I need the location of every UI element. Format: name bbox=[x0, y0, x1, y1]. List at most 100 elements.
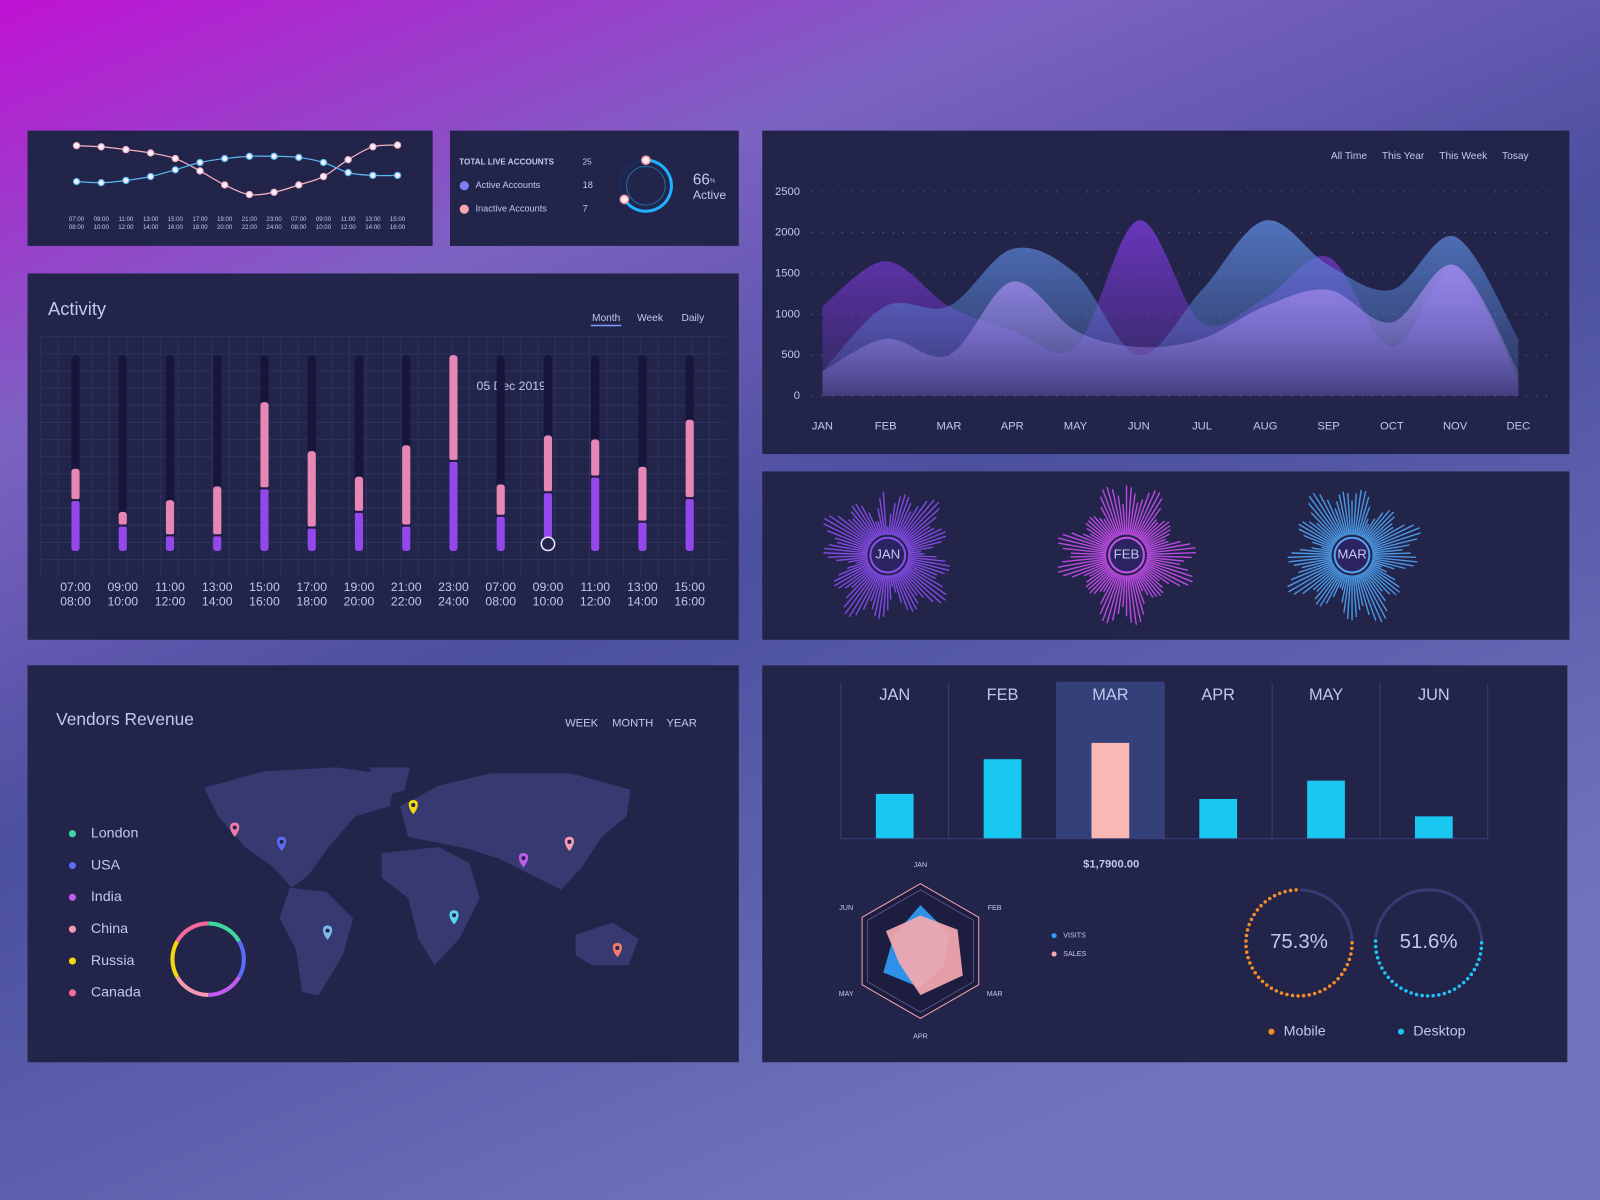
spike bbox=[1372, 544, 1410, 553]
spike bbox=[905, 564, 944, 588]
spike bbox=[1310, 512, 1339, 541]
tab[interactable]: Week bbox=[637, 313, 664, 324]
tab[interactable]: YEAR bbox=[666, 717, 697, 729]
x-tick-label: 15:00 bbox=[249, 580, 280, 594]
x-tick-label: 08:00 bbox=[485, 594, 516, 608]
bar-segment bbox=[685, 419, 694, 499]
spike bbox=[1370, 524, 1415, 547]
spike bbox=[1298, 560, 1333, 574]
spike bbox=[1367, 567, 1401, 593]
x-tick-label: 12:00 bbox=[341, 224, 357, 231]
legend-dot bbox=[68, 925, 77, 933]
spike bbox=[1127, 575, 1132, 623]
bar-segment bbox=[496, 515, 505, 552]
spike bbox=[1146, 540, 1181, 551]
spike bbox=[1089, 564, 1110, 577]
value: 7 bbox=[583, 204, 588, 214]
spike bbox=[1070, 555, 1107, 558]
x-tick-label: 24:00 bbox=[438, 594, 469, 608]
spike bbox=[1089, 569, 1113, 594]
axis-label: JUN bbox=[839, 904, 853, 912]
legend-label: Mobile bbox=[1284, 1023, 1326, 1039]
x-tick-label: 20:00 bbox=[344, 594, 375, 608]
hub bbox=[1108, 536, 1145, 574]
spike bbox=[896, 572, 918, 610]
spike bbox=[1146, 543, 1191, 553]
spike bbox=[1130, 502, 1139, 536]
point bbox=[393, 171, 402, 180]
point bbox=[344, 168, 352, 177]
spike bbox=[901, 569, 934, 603]
spike bbox=[1308, 521, 1337, 544]
spike bbox=[827, 530, 870, 549]
spike bbox=[1132, 574, 1145, 604]
spike bbox=[907, 540, 942, 551]
spike bbox=[900, 499, 935, 540]
x-tick-label: 09:00 bbox=[533, 580, 564, 594]
spike bbox=[1071, 532, 1108, 549]
tab[interactable]: All Time bbox=[1331, 151, 1368, 162]
legend-label: Active Accounts bbox=[476, 180, 541, 190]
x-tick-label: 11:00 bbox=[155, 580, 185, 594]
bar-segment bbox=[71, 500, 80, 552]
bar-segment bbox=[307, 527, 316, 552]
spike bbox=[1291, 552, 1332, 556]
ring-segment bbox=[237, 940, 246, 979]
point bbox=[245, 190, 254, 199]
bar bbox=[983, 759, 1022, 839]
spike bbox=[1102, 572, 1117, 593]
legend-label: Canada bbox=[91, 985, 141, 1001]
axis-label: MAR bbox=[987, 990, 1003, 998]
tab[interactable]: MONTH bbox=[612, 717, 653, 729]
tab[interactable]: This Week bbox=[1439, 151, 1488, 162]
map-pin-hole bbox=[279, 839, 284, 844]
spike bbox=[1298, 528, 1335, 547]
point bbox=[72, 177, 81, 186]
y-tick-label: 2500 bbox=[775, 186, 800, 198]
spike bbox=[1319, 494, 1344, 538]
map-pin-hole bbox=[567, 839, 572, 844]
spike bbox=[902, 568, 942, 604]
bar-segment bbox=[685, 498, 694, 552]
spike bbox=[1136, 572, 1154, 598]
spike bbox=[906, 560, 945, 575]
tab[interactable]: Daily bbox=[682, 313, 706, 324]
center-label: Active bbox=[693, 188, 727, 202]
x-tick-label: 19:00 bbox=[217, 216, 233, 223]
spike bbox=[1301, 559, 1333, 569]
bar-segment bbox=[165, 535, 175, 552]
spike bbox=[1358, 506, 1371, 537]
x-tick-label: 16:00 bbox=[674, 594, 705, 608]
tab[interactable]: WEEK bbox=[565, 717, 599, 729]
spike bbox=[1367, 523, 1393, 544]
spike bbox=[1062, 560, 1108, 577]
spike bbox=[1086, 565, 1111, 583]
spike bbox=[1364, 570, 1383, 592]
spike bbox=[1137, 571, 1158, 597]
spike bbox=[1111, 489, 1123, 536]
point bbox=[295, 181, 303, 189]
continent bbox=[279, 887, 354, 996]
tab[interactable]: Tosay bbox=[1502, 151, 1530, 162]
spike bbox=[896, 511, 912, 538]
map-pin-hole bbox=[411, 803, 416, 808]
spike bbox=[1144, 563, 1189, 586]
spike bbox=[1365, 569, 1391, 595]
spike bbox=[1100, 506, 1118, 538]
center-value: 66% bbox=[693, 172, 716, 189]
spike bbox=[1122, 503, 1126, 535]
tab[interactable]: Month bbox=[592, 313, 620, 324]
tab[interactable]: This Year bbox=[1382, 151, 1425, 162]
spike bbox=[1089, 533, 1110, 546]
spike bbox=[1062, 556, 1107, 563]
legend-dot bbox=[1397, 1028, 1405, 1035]
point bbox=[196, 158, 204, 167]
spike bbox=[1083, 563, 1109, 577]
y-tick-label: 500 bbox=[781, 349, 800, 361]
legend-label: VISITS bbox=[1063, 932, 1086, 940]
x-tick-label: JUN bbox=[1418, 686, 1450, 704]
x-tick-label: 20:00 bbox=[217, 224, 233, 231]
spike bbox=[1354, 575, 1361, 611]
spike bbox=[1141, 568, 1163, 588]
spike bbox=[1134, 490, 1156, 537]
